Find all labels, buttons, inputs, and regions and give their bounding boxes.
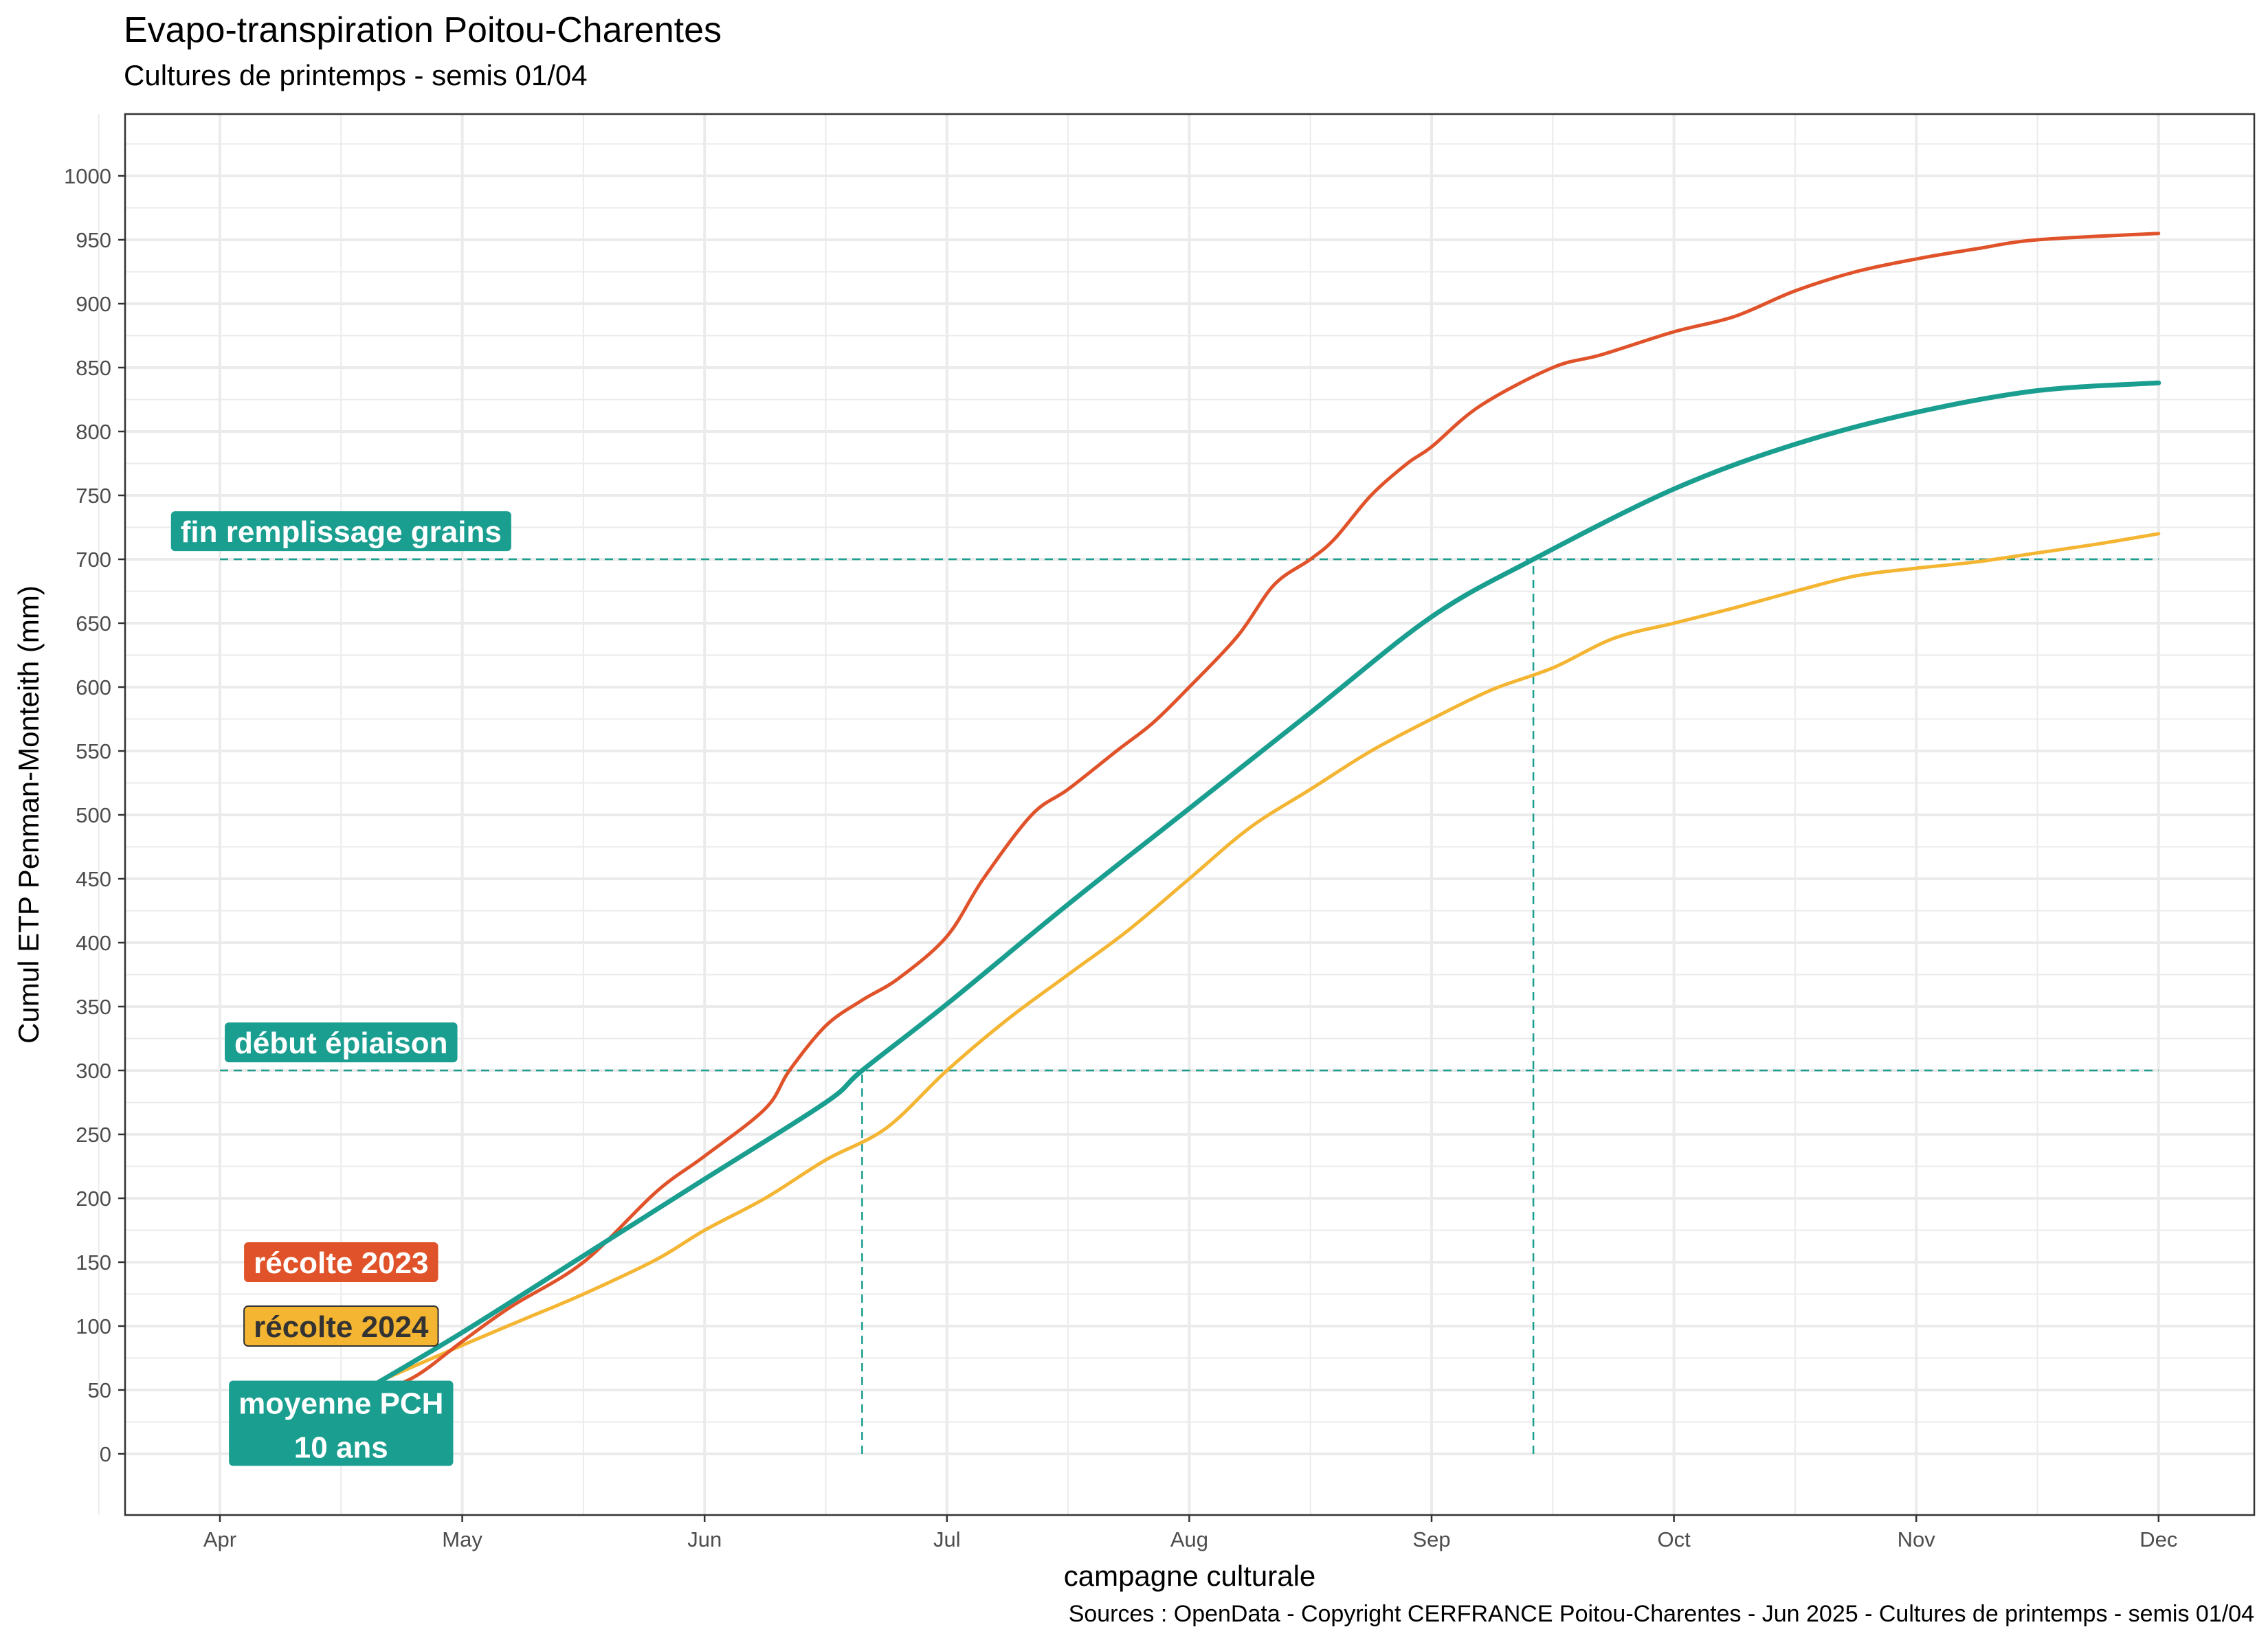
y-tick-label: 550 [76, 739, 111, 763]
y-tick-label: 900 [76, 292, 111, 316]
annotation-text-line2: 10 ans [294, 1431, 388, 1465]
y-tick-label: 950 [76, 228, 111, 252]
y-tick-label: 500 [76, 803, 111, 827]
annotation-r2023: récolte 2023 [244, 1242, 438, 1282]
y-tick-label: 200 [76, 1187, 111, 1211]
y-tick-label: 350 [76, 995, 111, 1019]
chart-title: Evapo-transpiration Poitou-Charentes [124, 10, 722, 50]
y-tick-label: 750 [76, 484, 111, 508]
y-tick-label: 700 [76, 548, 111, 572]
y-tick-label: 1000 [64, 164, 111, 188]
annotation-debut: début épiaison [225, 1022, 458, 1063]
chart-subtitle: Cultures de printemps - semis 01/04 [124, 59, 588, 91]
y-axis-title: Cumul ETP Penman-Monteith (mm) [12, 585, 45, 1044]
y-tick-label: 600 [76, 675, 111, 699]
y-tick-label: 450 [76, 867, 111, 891]
annotation-fin: fin remplissage grains [170, 511, 511, 552]
y-tick-label: 100 [76, 1314, 111, 1338]
x-tick-label: Jul [933, 1527, 961, 1551]
series-line-r2024 [364, 532, 2161, 1389]
series-line-moyenne [363, 380, 2161, 1393]
y-tick-label: 0 [100, 1442, 111, 1466]
x-axis-title: campagne culturale [1064, 1560, 1316, 1592]
annotation-box [243, 1305, 439, 1347]
y-tick-label: 650 [76, 612, 111, 636]
annotation-r2024: récolte 2024 [243, 1305, 439, 1347]
y-tick-label: 250 [76, 1123, 111, 1147]
annotation-box [229, 1380, 454, 1466]
y-tick-label: 150 [76, 1250, 111, 1275]
x-tick-label: Oct [1657, 1527, 1691, 1551]
x-tick-label: May [442, 1527, 482, 1551]
x-tick-label: Dec [2139, 1527, 2177, 1551]
y-tick-label: 850 [76, 356, 111, 380]
annotation-text: moyenne PCH [238, 1387, 443, 1421]
series-line-r2023 [364, 232, 2161, 1398]
annotation-box [244, 1242, 438, 1282]
y-tick-label: 800 [76, 420, 111, 444]
x-tick-label: Aug [1170, 1527, 1208, 1551]
x-tick-label: Nov [1898, 1527, 1936, 1551]
x-tick-label: Sep [1412, 1527, 1450, 1551]
annotation-box [225, 1022, 458, 1063]
x-tick-label: Apr [203, 1527, 236, 1551]
y-tick-label: 50 [88, 1378, 111, 1402]
annotation-box [170, 511, 511, 552]
x-tick-label: Jun [687, 1527, 722, 1551]
y-tick-label: 400 [76, 931, 111, 955]
annotation-text: récolte 2023 [254, 1246, 428, 1280]
annotation-text: récolte 2024 [254, 1310, 429, 1344]
annotation-text: fin remplissage grains [181, 515, 502, 549]
y-tick-label: 300 [76, 1059, 111, 1083]
chart-caption: Sources : OpenData - Copyright CERFRANCE… [1068, 1601, 2254, 1627]
annotation-text: début épiaison [234, 1027, 447, 1060]
annotation-moyenne: moyenne PCH 10 ans [229, 1380, 454, 1466]
